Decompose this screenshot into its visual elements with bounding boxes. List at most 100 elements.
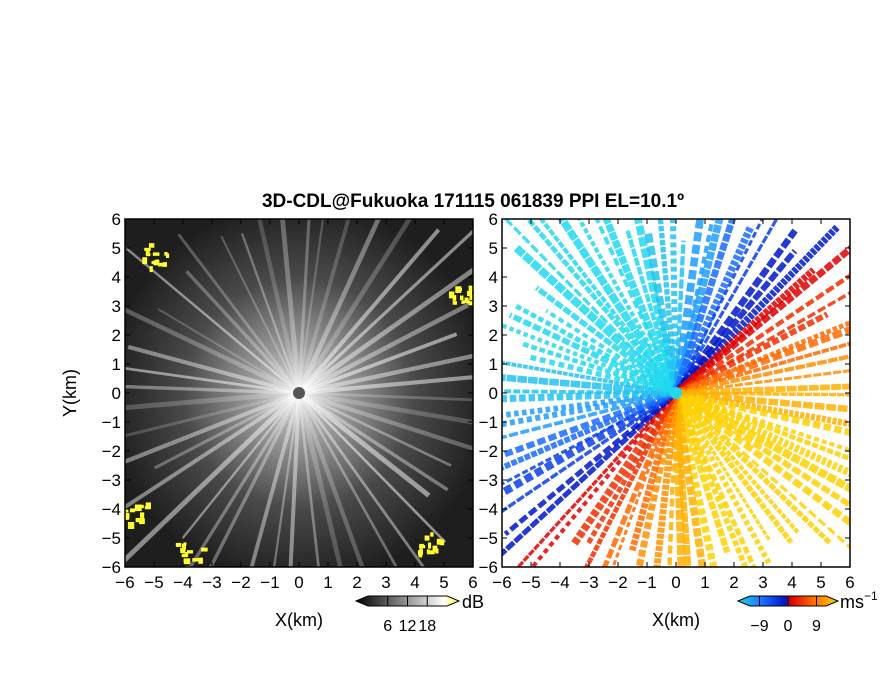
snr-echo-pixel	[452, 301, 457, 305]
snr-ray	[297, 391, 431, 498]
snr-echo-pixel	[127, 521, 135, 529]
snr-echo-pixel	[183, 558, 191, 565]
snr-x-tick-label: −2	[231, 573, 250, 592]
snr-echo-pixel	[200, 547, 208, 552]
velocity-x-tick-label: −2	[608, 573, 627, 592]
snr-ray	[280, 219, 302, 394]
velocity-ray	[628, 392, 680, 552]
snr-ray	[181, 392, 300, 539]
snr-echo-pixel	[198, 557, 203, 564]
snr-echo-pixel	[418, 553, 423, 558]
snr-ray	[288, 392, 301, 567]
velocity-y-tick-label: −4	[479, 500, 498, 519]
velocity-ray	[644, 230, 680, 394]
velocity-ray	[576, 219, 678, 395]
velocity-site-marker	[670, 387, 682, 399]
snr-ray	[127, 344, 300, 395]
snr-ray	[297, 392, 320, 567]
snr-ray	[249, 392, 301, 567]
snr-ray	[297, 228, 441, 395]
velocity-ray	[672, 392, 718, 567]
snr-echo-pixel	[183, 542, 187, 546]
velocity-x-tick-label: 3	[758, 573, 767, 592]
velocity-ray	[545, 309, 678, 395]
velocity-ray	[674, 389, 850, 478]
snr-x-tick-label: −3	[202, 573, 221, 592]
snr-echo-pixel	[452, 295, 457, 301]
velocity-ray	[673, 391, 757, 567]
velocity-ray	[502, 390, 678, 459]
snr-echo-pixel	[135, 517, 141, 523]
snr-ray	[297, 219, 351, 394]
snr-colorbar-ticks: 6 12 18	[383, 596, 436, 635]
velocity-x-tick-label: 5	[816, 573, 825, 592]
velocity-x-tick-label: 6	[845, 573, 854, 592]
snr-colorbar: 6 12 18 dB	[354, 592, 484, 635]
velocity-ray	[673, 390, 850, 527]
snr-x-tick-label: −4	[173, 573, 192, 592]
snr-echo-pixel	[470, 294, 473, 299]
snr-echo-pixel	[158, 262, 164, 267]
snr-colorbar-unit: dB	[462, 592, 484, 612]
snr-x-tick-label: −1	[260, 573, 279, 592]
velocity-x-tick-label: −6	[492, 573, 511, 592]
velocity-ray	[672, 219, 737, 395]
velocity-axes-ticks: −6 −5 −4 −3 −2 −1 0 1 2 3 4 5 6 −6 −5 −4 −3 −2 −1 0 1 2 3 4 5 6	[479, 210, 855, 592]
snr-echo-pixel	[144, 247, 151, 251]
snr-echo-pixel	[175, 542, 182, 547]
snr-echo-pixel	[152, 252, 160, 256]
velocity-ray	[667, 392, 679, 567]
snr-echo-pixel	[419, 545, 426, 549]
snr-x-tick-label: 6	[468, 573, 477, 592]
snr-echo-pixel	[426, 549, 430, 555]
snr-ray	[297, 219, 412, 395]
snr-ray	[298, 390, 473, 425]
snr-echo-pixel	[428, 550, 435, 555]
snr-panel: −6 −5 −4 −3 −2 −1 0 1 2 3 4 5 6 −6 −5 −4 −3 −2 −1 0 1 2 3 4 5 6 X…	[60, 210, 478, 630]
snr-y-tick-label: −1	[102, 413, 121, 432]
snr-echo-pixel	[186, 550, 194, 554]
velocity-ray	[675, 389, 850, 428]
snr-echo-pixel	[192, 558, 199, 562]
snr-y-tick-label: −3	[102, 471, 121, 490]
snr-ray	[297, 392, 426, 567]
velocity-ray	[674, 389, 850, 493]
snr-colorbar-tick-label: 12	[399, 618, 417, 635]
velocity-x-tick-label: −3	[579, 573, 598, 592]
snr-y-tick-label: 3	[112, 297, 121, 316]
snr-ray	[298, 391, 449, 492]
snr-echo-pixel	[180, 547, 186, 554]
velocity-ray	[674, 391, 833, 546]
velocity-ray	[634, 219, 680, 394]
velocity-ray	[557, 219, 680, 396]
snr-echo-pixel	[162, 262, 167, 267]
velocity-ray	[675, 383, 850, 396]
snr-ray	[125, 391, 301, 510]
snr-echo-pixel	[436, 538, 441, 545]
snr-echo-pixel	[468, 301, 473, 306]
velocity-ray	[672, 392, 686, 567]
velocity-ray	[674, 219, 764, 394]
snr-y-tick-label: −5	[102, 529, 121, 548]
snr-y-axis-label: Y(km)	[60, 369, 80, 417]
snr-ray	[297, 219, 311, 394]
snr-echo-pixel	[432, 545, 438, 553]
snr-echo-pixel	[428, 542, 432, 549]
velocity-ray	[673, 392, 731, 554]
snr-ray	[125, 307, 300, 396]
snr-echo-pixel	[193, 568, 196, 572]
snr-echo-pixel	[149, 266, 153, 273]
velocity-ray	[673, 391, 749, 567]
velocity-ray	[674, 392, 772, 542]
velocity-ray	[675, 341, 850, 395]
snr-ray	[298, 391, 452, 467]
snr-y-tick-label: 5	[112, 239, 121, 258]
velocity-ray	[529, 391, 678, 567]
velocity-ray	[516, 391, 678, 567]
velocity-ray	[672, 392, 707, 567]
snr-ray	[296, 219, 381, 394]
velocity-y-tick-label: 2	[489, 326, 498, 345]
snr-y-tick-label: −6	[102, 558, 121, 577]
velocity-ray	[508, 312, 678, 396]
snr-echo-pixel	[467, 290, 473, 297]
